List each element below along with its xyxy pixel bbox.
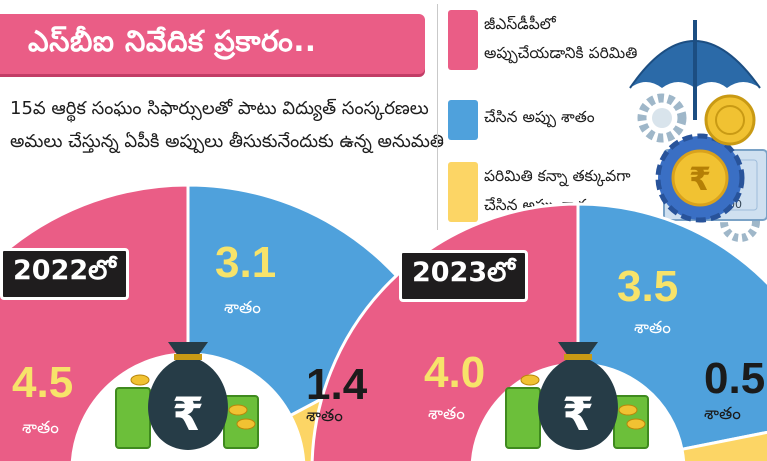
year-badge-2023: 2023లో <box>399 250 528 302</box>
pct-unit-borrowed-2023: శాతం <box>634 318 671 338</box>
pct-value-remaining-2022: 1.4 <box>306 360 368 409</box>
svg-text:₹: ₹ <box>689 160 711 198</box>
pct-value-remaining-2023: 0.5 <box>704 354 766 403</box>
coin-stack-icon <box>704 94 756 146</box>
rupee-coin-icon: ₹ <box>655 133 745 223</box>
pct-unit-limit-2023: శాతం <box>428 404 465 424</box>
legend-label: జీఎస్‌డీపీలో అప్పుచేయడానికి పరిమితి <box>484 10 684 68</box>
pct-value-limit-2023: 4.0 <box>424 348 486 397</box>
pct-unit-remaining-2023: శాతం <box>704 404 741 424</box>
legend-swatch <box>448 100 478 140</box>
subtitle-line: అమలు చేస్తున్న ఏపీకి అప్పులు తీసుకునేందు… <box>10 131 444 152</box>
pct-value-borrowed-2022: 3.1 <box>215 238 277 287</box>
finance-illustration: ₹100 ₹ <box>629 20 767 242</box>
legend-swatch <box>448 162 478 222</box>
gauge-slice-borrowed-2023 <box>576 202 767 452</box>
coin-stack-icon <box>520 374 646 430</box>
subtitle: 15వ ఆర్థిక సంఘం సిఫార్సులతో పాటు విద్యుత… <box>10 92 444 158</box>
legend-swatch <box>448 10 478 70</box>
umbrella-icon <box>629 20 761 120</box>
money-bag-icon: ₹ <box>505 342 649 450</box>
pct-value-limit-2022: 4.5 <box>12 358 74 407</box>
page-title: ఎస్‌బీఐ నివేదిక ప్రకారం.. <box>28 24 317 58</box>
subtitle-line: 15వ ఆర్థిక సంఘం సిఫార్సులతో పాటు విద్యుత… <box>10 98 429 119</box>
pct-unit-remaining-2022: శాతం <box>306 406 343 426</box>
legend-label-line: పరిమితి కన్నా తక్కువగా <box>484 167 631 185</box>
money-bag-icon: ₹ <box>115 342 259 450</box>
pct-unit-limit-2022: శాతం <box>22 418 59 438</box>
rupee-symbol-icon: ₹ <box>562 387 594 441</box>
legend-label-line: అప్పుచేయడానికి పరిమితి <box>484 44 638 62</box>
legend-label: చేసిన అప్పు శాతం <box>484 103 684 132</box>
legend-label-line: చేసిన అప్పు శాతం <box>484 108 595 126</box>
gauge-slice-remaining-2023 <box>680 430 767 461</box>
legend-label-line: జీఎస్‌డీపీలో <box>484 15 556 33</box>
legend-divider <box>437 4 438 230</box>
coin-stack-icon <box>130 374 256 430</box>
title-banner: ఎస్‌బీఐ నివేదిక ప్రకారం.. <box>0 14 425 74</box>
rupee-symbol-icon: ₹ <box>172 387 204 441</box>
year-badge-2022: 2022లో <box>0 248 129 300</box>
gear-icon <box>637 93 760 242</box>
pct-unit-borrowed-2022: శాతం <box>224 298 261 318</box>
pct-value-borrowed-2023: 3.5 <box>617 262 679 311</box>
